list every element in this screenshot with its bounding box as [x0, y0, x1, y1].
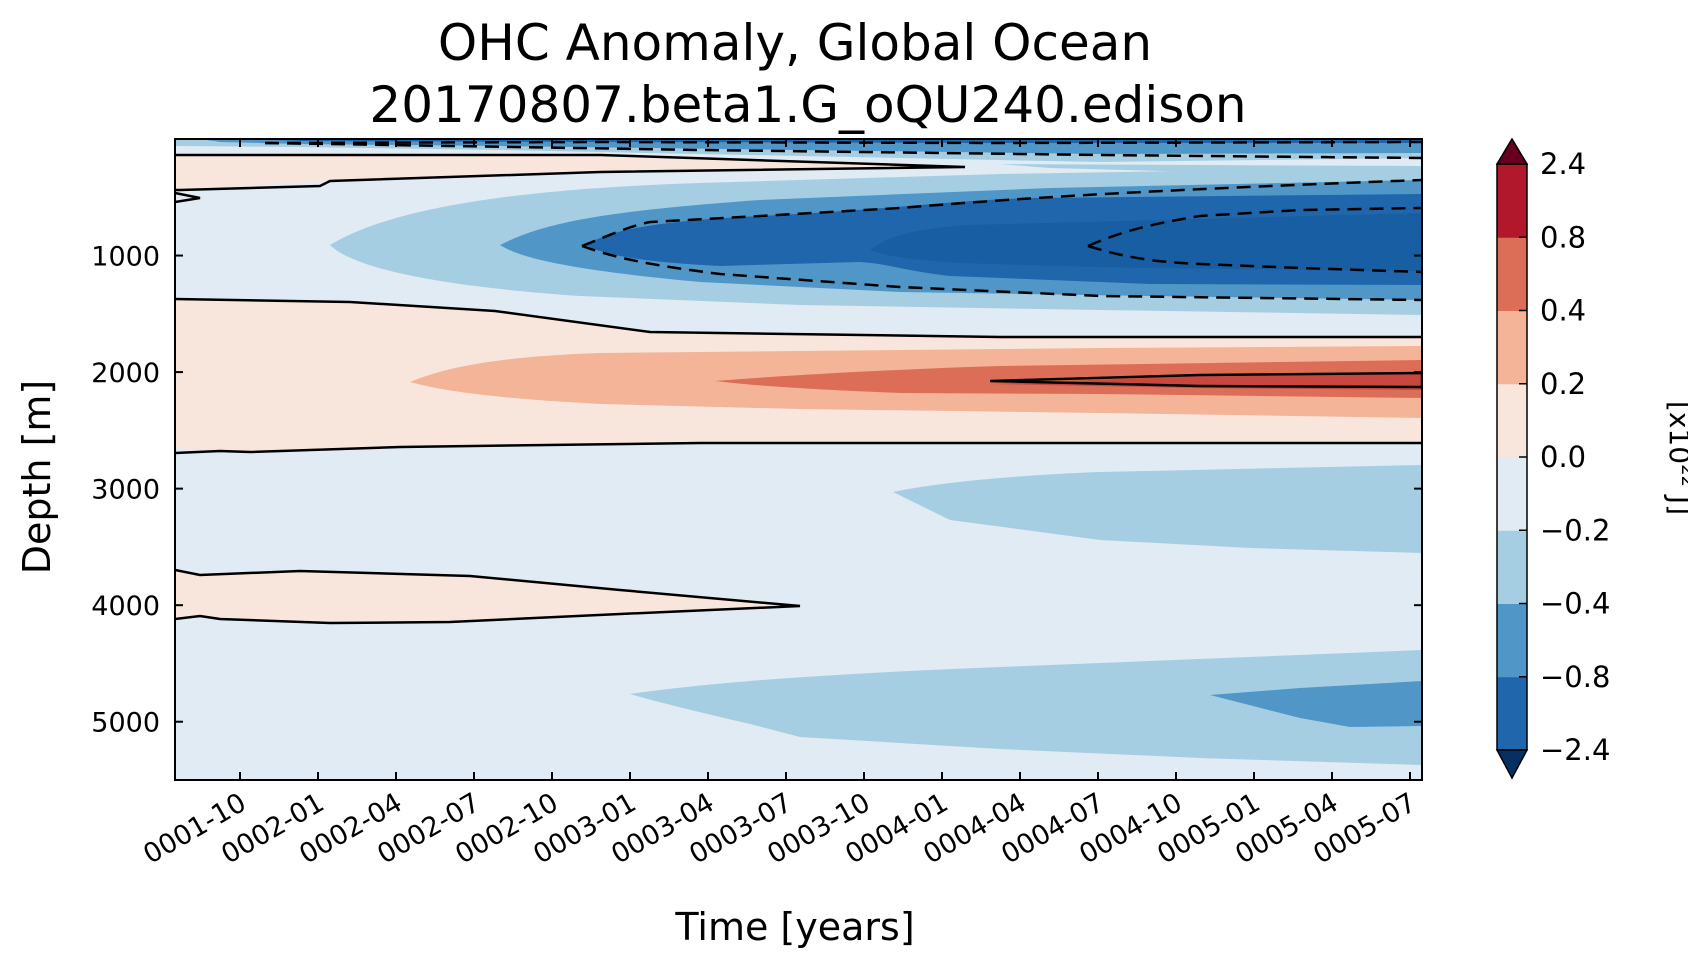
contour-fill-deep-cool: [893, 465, 1422, 553]
contour-lines: [175, 140, 1422, 625]
contour-fill-warm-lens-4000: [175, 570, 800, 623]
negative-contour-upper-outer: [581, 178, 1422, 248]
colorbar: −2.4 −0.8 −0.4 −0.2 0.0 0.2 0.4 0.8 2.4 [x1022 J…: [1495, 137, 1688, 780]
colorbar-extend-min: [1495, 749, 1529, 780]
y-tick-label: 2000: [91, 358, 160, 389]
zero-contour-lower-mid: [175, 441, 1422, 455]
colorbar-segment: [1497, 310, 1527, 385]
colorbar-tick-label: −2.4: [1540, 733, 1610, 767]
colorbar-ticks: −2.4 −0.8 −0.4 −0.2 0.0 0.2 0.4 0.8 2.4: [1519, 147, 1610, 767]
colorbar-tick-label: 0.8: [1540, 220, 1586, 254]
contour-fill-abyssal-cool-light: [630, 650, 1422, 765]
colorbar-label-prefix: [x10: [1663, 401, 1688, 464]
positive-contour-mid-warm-core: [989, 371, 1422, 389]
colorbar-segment: [1497, 457, 1527, 531]
negative-contour-surface-lower: [264, 141, 1422, 160]
colorbar-tick-label: 0.0: [1540, 440, 1586, 474]
colorbar-tick-label: −0.8: [1540, 660, 1610, 694]
colorbar-tick-label: −0.2: [1540, 513, 1610, 547]
colorbar-tick-label: 0.4: [1540, 294, 1586, 328]
negative-contour-upper-inner: [1087, 206, 1422, 248]
contour-fill-upper-cool-core: [870, 213, 1422, 271]
colorbar-segment: [1497, 237, 1527, 311]
colorbar-tick-label: −0.4: [1540, 587, 1610, 621]
y-axis: 1000 2000 3000 4000 5000: [91, 242, 1422, 739]
colorbar-segments: [1496, 163, 1528, 751]
colorbar-extend-max: [1495, 137, 1529, 165]
zero-contour-near-surface: [175, 153, 966, 192]
colorbar-segment: [1497, 530, 1527, 604]
zero-contour-kink: [175, 191, 201, 204]
colorbar-segment: [1497, 603, 1527, 678]
plot-area: [174, 138, 1423, 781]
chart-title-line1: OHC Anomaly, Global Ocean: [438, 14, 1152, 72]
zero-contour-warm-lens-4000: [175, 568, 801, 625]
y-tick-label: 4000: [91, 591, 160, 622]
colorbar-segment: [1497, 676, 1527, 751]
y-axis-label: Depth [m]: [15, 380, 59, 575]
colorbar-label-exponent: 22: [1677, 464, 1688, 487]
negative-contours: [264, 140, 1422, 302]
x-axis-label: Time [years]: [674, 905, 914, 949]
zero-contour-upper-mid: [175, 297, 1422, 339]
colorbar-segment: [1497, 383, 1527, 458]
contour-fills: [175, 139, 1422, 765]
negative-contour-upper-outer-lower: [581, 244, 1422, 302]
colorbar-tick-label: 2.4: [1540, 147, 1586, 181]
y-tick-label: 1000: [91, 242, 160, 273]
negative-contour-upper-inner-lower: [1087, 244, 1422, 274]
contour-fill-abyssal-cool-medium: [1210, 681, 1422, 727]
y-tick-label: 5000: [91, 708, 160, 739]
colorbar-label: [x1022 J]: [1663, 401, 1688, 515]
plot-frame: [174, 138, 1423, 781]
colorbar-label-suffix: J]: [1663, 487, 1688, 515]
negative-contour-surface: [264, 140, 1422, 145]
colorbar-segment: [1497, 164, 1527, 238]
colorbar-tick-label: 0.2: [1540, 367, 1586, 401]
y-tick-label: 3000: [91, 475, 160, 506]
chart-title-line2: 20170807.beta1.G_oQU240.edison: [369, 76, 1246, 134]
